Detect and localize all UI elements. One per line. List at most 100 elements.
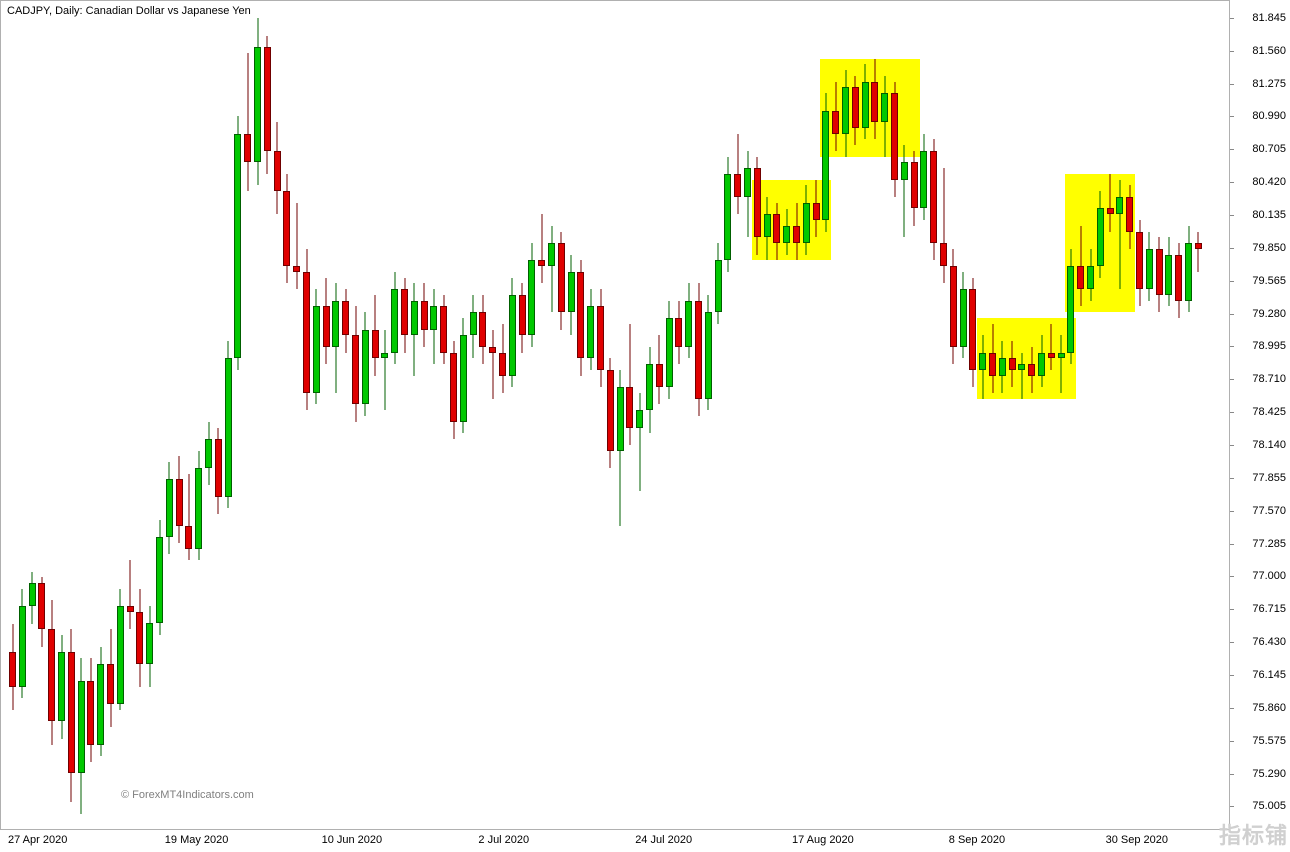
candle[interactable] — [881, 76, 888, 157]
candle[interactable] — [558, 232, 565, 330]
candle[interactable] — [715, 243, 722, 324]
candle[interactable] — [744, 151, 751, 237]
candle[interactable] — [842, 70, 849, 156]
candle[interactable] — [156, 520, 163, 635]
candle[interactable] — [920, 134, 927, 220]
candle[interactable] — [793, 203, 800, 261]
candle[interactable] — [1018, 353, 1025, 399]
candle[interactable] — [362, 312, 369, 416]
candle[interactable] — [656, 335, 663, 404]
candle[interactable] — [166, 462, 173, 554]
candle[interactable] — [38, 577, 45, 646]
candle[interactable] — [401, 278, 408, 353]
candle[interactable] — [234, 116, 241, 370]
candle[interactable] — [597, 289, 604, 387]
candle[interactable] — [695, 283, 702, 416]
candle[interactable] — [1058, 335, 1065, 393]
candle[interactable] — [960, 272, 967, 358]
candle[interactable] — [274, 122, 281, 214]
candle[interactable] — [685, 283, 692, 358]
candle[interactable] — [509, 278, 516, 388]
candle[interactable] — [871, 59, 878, 140]
candle[interactable] — [646, 347, 653, 433]
candle[interactable] — [1038, 335, 1045, 387]
candle[interactable] — [29, 572, 36, 624]
candle[interactable] — [293, 203, 300, 289]
candle[interactable] — [950, 249, 957, 364]
candle[interactable] — [1146, 232, 1153, 301]
candle[interactable] — [803, 185, 810, 254]
candle[interactable] — [430, 289, 437, 364]
candle[interactable] — [911, 151, 918, 226]
candle[interactable] — [754, 157, 761, 255]
candle[interactable] — [323, 278, 330, 364]
candle[interactable] — [421, 283, 428, 346]
candle[interactable] — [617, 370, 624, 526]
candle[interactable] — [1175, 243, 1182, 318]
candle[interactable] — [470, 295, 477, 358]
candle[interactable] — [9, 624, 16, 710]
candle[interactable] — [1028, 347, 1035, 393]
candle[interactable] — [264, 36, 271, 174]
candle[interactable] — [1165, 237, 1172, 306]
candle[interactable] — [19, 589, 26, 699]
candle[interactable] — [58, 635, 65, 739]
candle[interactable] — [577, 260, 584, 375]
candle[interactable] — [832, 82, 839, 151]
candle[interactable] — [352, 306, 359, 421]
candle[interactable] — [626, 324, 633, 445]
candle[interactable] — [48, 600, 55, 744]
candle[interactable] — [1077, 226, 1084, 307]
plot-area[interactable]: CADJPY, Daily: Canadian Dollar vs Japane… — [0, 0, 1230, 830]
candle[interactable] — [244, 53, 251, 191]
candle[interactable] — [1067, 249, 1074, 364]
candle[interactable] — [254, 18, 261, 185]
candle[interactable] — [215, 428, 222, 514]
candle[interactable] — [773, 203, 780, 261]
candle[interactable] — [117, 589, 124, 710]
candle[interactable] — [205, 422, 212, 485]
candle[interactable] — [1185, 226, 1192, 312]
candle[interactable] — [587, 289, 594, 370]
candle[interactable] — [1048, 324, 1055, 370]
candle[interactable] — [969, 278, 976, 388]
candle[interactable] — [528, 243, 535, 347]
candle[interactable] — [607, 358, 614, 468]
candle[interactable] — [1156, 237, 1163, 312]
candle[interactable] — [176, 456, 183, 542]
candle[interactable] — [489, 330, 496, 399]
candle[interactable] — [225, 341, 232, 508]
candle[interactable] — [891, 82, 898, 197]
candle[interactable] — [68, 629, 75, 802]
candle[interactable] — [940, 168, 947, 283]
candle[interactable] — [519, 283, 526, 352]
candle[interactable] — [499, 324, 506, 393]
candle[interactable] — [548, 226, 555, 312]
candle[interactable] — [862, 64, 869, 139]
candle[interactable] — [87, 658, 94, 762]
candle[interactable] — [479, 295, 486, 364]
candle[interactable] — [1107, 174, 1114, 232]
candle[interactable] — [342, 289, 349, 352]
candle[interactable] — [372, 295, 379, 376]
candle[interactable] — [450, 341, 457, 439]
candle[interactable] — [97, 647, 104, 757]
candle[interactable] — [440, 295, 447, 364]
candle[interactable] — [1136, 220, 1143, 306]
candle[interactable] — [332, 283, 339, 393]
candle[interactable] — [1195, 232, 1202, 272]
candle[interactable] — [185, 474, 192, 560]
candle[interactable] — [381, 330, 388, 411]
candle[interactable] — [675, 301, 682, 364]
candle[interactable] — [538, 214, 545, 283]
candle[interactable] — [1009, 341, 1016, 387]
candle[interactable] — [724, 157, 731, 272]
candle[interactable] — [999, 341, 1006, 393]
candle[interactable] — [460, 318, 467, 433]
candle[interactable] — [568, 255, 575, 336]
candle[interactable] — [136, 589, 143, 687]
candle[interactable] — [783, 209, 790, 255]
candle[interactable] — [391, 272, 398, 364]
candle[interactable] — [705, 295, 712, 410]
candle[interactable] — [813, 180, 820, 238]
